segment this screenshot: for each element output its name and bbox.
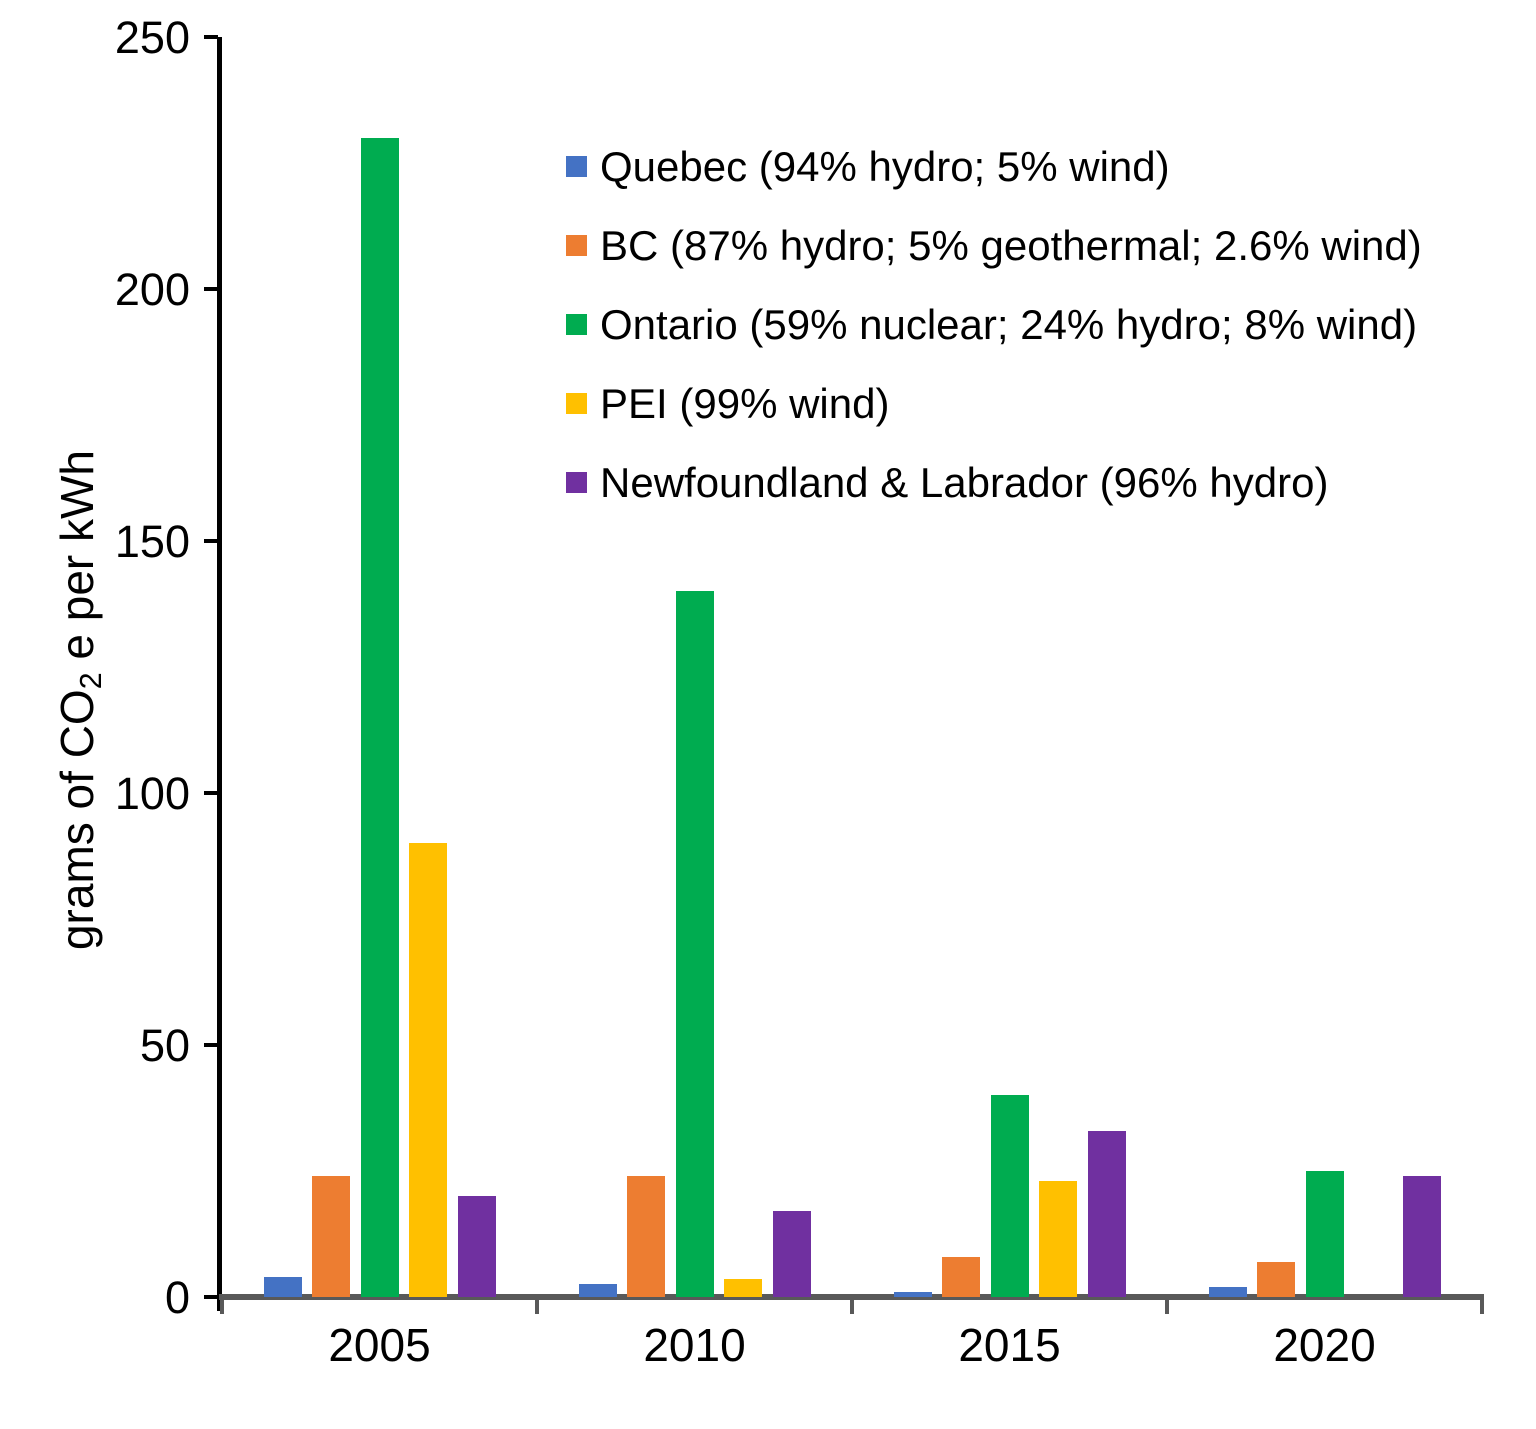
bar-pei-2005 <box>409 843 447 1297</box>
bar-ontario-2015 <box>990 1095 1029 1297</box>
bar-newfoundland-2020 <box>1402 1176 1441 1297</box>
legend-item-ontario: Ontario (59% nuclear; 24% hydro; 8% wind… <box>566 301 1422 348</box>
legend-item-pei: PEI (99% wind) <box>566 380 1422 427</box>
legend-swatch-newfoundland <box>566 472 587 493</box>
y-axis-tick-250 <box>204 35 218 39</box>
bar-bc-2020 <box>1257 1262 1295 1297</box>
legend-item-quebec: Quebec (94% hydro; 5% wind) <box>566 143 1422 190</box>
x-axis-line <box>219 1294 1484 1300</box>
bar-quebec-2015 <box>893 1292 932 1297</box>
legend-swatch-ontario <box>566 314 587 335</box>
bar-quebec-2020 <box>1208 1287 1247 1297</box>
bar-quebec-2010 <box>578 1284 617 1297</box>
bar-bc-2015 <box>942 1257 980 1297</box>
x-tick-label-2020: 2020 <box>1273 1319 1376 1371</box>
x-axis-tick-3 <box>1165 1300 1169 1314</box>
legend-swatch-bc <box>566 235 587 256</box>
y-tick-label-150: 150 <box>114 516 190 567</box>
bar-bc-2005 <box>312 1176 350 1297</box>
bar-newfoundland-2005 <box>457 1196 496 1297</box>
x-axis-tick-4 <box>1480 1300 1484 1314</box>
legend-swatch-pei <box>566 393 587 414</box>
x-axis-tick-1 <box>535 1300 539 1314</box>
x-tick-label-2015: 2015 <box>958 1319 1061 1371</box>
bar-bc-2010 <box>627 1176 665 1297</box>
bar-ontario-2010 <box>675 591 714 1297</box>
y-axis-title-sub: 2 <box>74 672 108 690</box>
x-tick-label-2010: 2010 <box>643 1319 746 1371</box>
y-axis-tick-0 <box>204 1295 218 1299</box>
legend-item-newfoundland: Newfoundland & Labrador (96% hydro) <box>566 459 1422 506</box>
legend-label-ontario: Ontario (59% nuclear; 24% hydro; 8% wind… <box>600 300 1418 348</box>
x-axis-tick-2 <box>850 1300 854 1314</box>
y-tick-label-50: 50 <box>139 1020 190 1071</box>
y-tick-label-100: 100 <box>114 768 190 819</box>
y-tick-label-0: 0 <box>164 1272 190 1323</box>
y-axis-tick-100 <box>204 791 218 795</box>
y-tick-label-200: 200 <box>114 264 190 315</box>
y-axis-tick-50 <box>204 1043 218 1047</box>
legend: Quebec (94% hydro; 5% wind) BC (87% hydr… <box>566 143 1422 506</box>
legend-label-newfoundland: Newfoundland & Labrador (96% hydro) <box>600 458 1329 506</box>
y-tick-label-250: 250 <box>114 12 190 63</box>
bar-quebec-2005 <box>263 1277 302 1297</box>
x-tick-label-2005: 2005 <box>328 1319 431 1371</box>
legend-item-bc: BC (87% hydro; 5% geothermal; 2.6% wind) <box>566 222 1422 269</box>
y-axis-line <box>217 37 222 1311</box>
legend-label-quebec: Quebec (94% hydro; 5% wind) <box>600 142 1170 190</box>
legend-swatch-quebec <box>566 156 587 177</box>
y-axis-title-pre: grams of CO <box>51 689 103 951</box>
y-axis-tick-150 <box>204 539 218 543</box>
y-axis-tick-200 <box>204 287 218 291</box>
x-axis-tick-0 <box>220 1300 224 1314</box>
bar-pei-2015 <box>1039 1181 1077 1297</box>
bar-newfoundland-2010 <box>772 1211 811 1297</box>
bar-ontario-2005 <box>360 138 399 1297</box>
bar-pei-2010 <box>724 1279 762 1297</box>
legend-label-bc: BC (87% hydro; 5% geothermal; 2.6% wind) <box>600 221 1422 269</box>
bar-ontario-2020 <box>1305 1171 1344 1297</box>
bar-newfoundland-2015 <box>1087 1131 1126 1297</box>
legend-label-pei: PEI (99% wind) <box>600 379 890 427</box>
